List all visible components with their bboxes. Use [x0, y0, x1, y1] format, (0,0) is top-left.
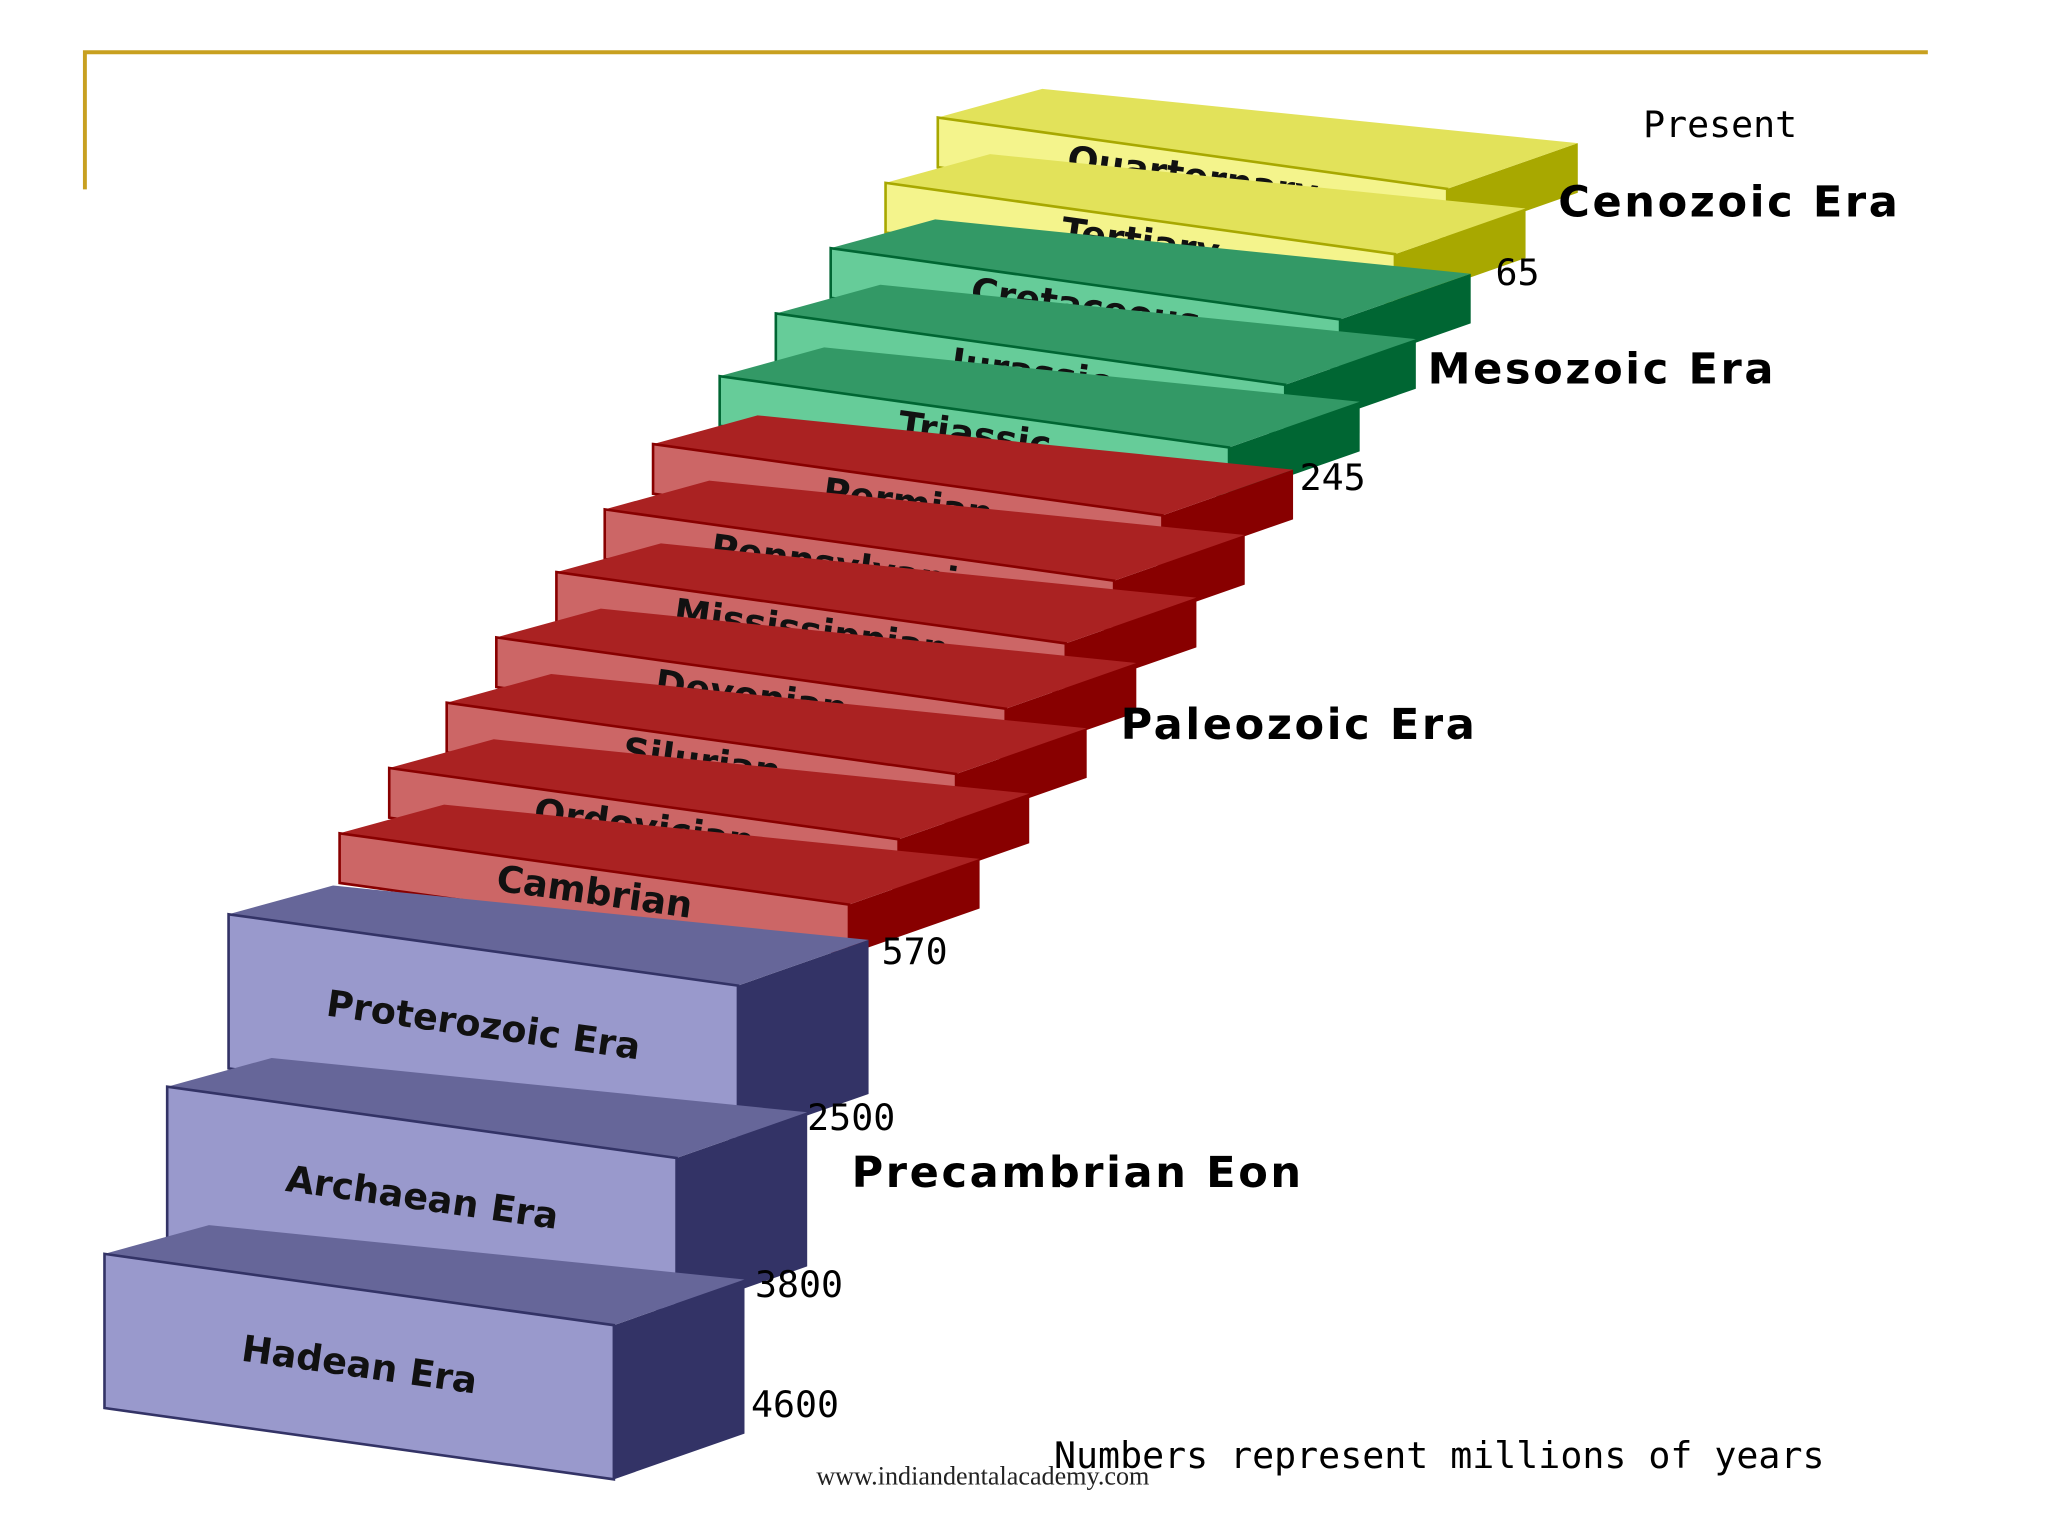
era-label: Cenozoic Era	[1558, 178, 1900, 228]
step-top	[496, 608, 1137, 709]
step-top	[604, 480, 1245, 581]
note: Numbers represent millions of years	[1054, 1434, 1824, 1477]
step-top	[885, 154, 1526, 255]
step-top	[653, 415, 1294, 516]
boundary-label: 4600	[751, 1383, 839, 1426]
step-top	[339, 804, 980, 905]
step: Hadean Era	[103, 1225, 745, 1481]
step-top	[556, 543, 1197, 644]
step-top	[104, 1225, 745, 1326]
step-side	[848, 858, 980, 955]
step-top	[937, 88, 1578, 189]
step-top	[719, 347, 1360, 448]
boundary-label: 3800	[755, 1263, 843, 1306]
footer: www.indiandentalacademy.com	[816, 1462, 1149, 1491]
step-side	[737, 939, 869, 1140]
step-top	[389, 739, 1030, 840]
step: Archaean Era	[165, 1057, 808, 1314]
step-side	[613, 1279, 745, 1480]
step-top	[830, 219, 1471, 320]
boundary-label: 245	[1300, 456, 1366, 499]
boundary-label: Present	[1643, 103, 1797, 146]
boundary-label: 570	[882, 930, 948, 973]
step-front	[103, 1252, 616, 1481]
frame-line	[82, 50, 1928, 190]
step-top	[446, 673, 1087, 775]
era-label: Precambrian Eon	[852, 1148, 1304, 1198]
step-side	[676, 1112, 808, 1313]
boundary-label: 2500	[807, 1096, 895, 1139]
era-label: Mesozoic Era	[1428, 345, 1777, 395]
boundary-label: 65	[1496, 251, 1540, 294]
step-top	[167, 1057, 808, 1159]
era-label: Paleozoic Era	[1121, 700, 1478, 750]
step-top	[775, 284, 1416, 385]
step-top	[228, 885, 869, 986]
